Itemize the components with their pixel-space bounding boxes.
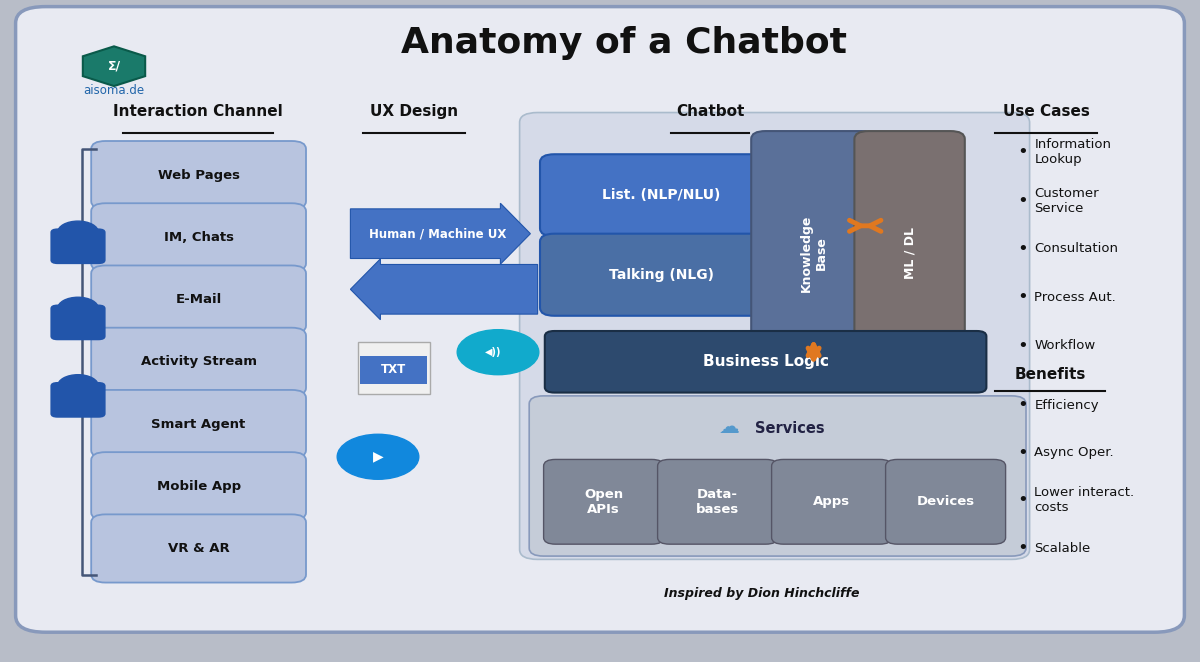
Text: Business Logic: Business Logic <box>703 354 829 369</box>
Text: VR & AR: VR & AR <box>168 542 229 555</box>
Text: aisoma.de: aisoma.de <box>84 83 144 97</box>
FancyBboxPatch shape <box>854 131 965 375</box>
Text: Smart Agent: Smart Agent <box>151 418 246 430</box>
FancyBboxPatch shape <box>91 452 306 520</box>
FancyArrow shape <box>768 245 838 305</box>
Text: ML / DL: ML / DL <box>904 227 916 279</box>
FancyBboxPatch shape <box>540 154 782 236</box>
Text: •: • <box>1018 288 1028 307</box>
Text: Mobile App: Mobile App <box>156 480 241 493</box>
Text: Chatbot: Chatbot <box>677 104 744 118</box>
Text: Customer
Service: Customer Service <box>1034 187 1099 214</box>
Text: Scalable: Scalable <box>1034 542 1091 555</box>
Circle shape <box>457 330 539 375</box>
FancyBboxPatch shape <box>658 459 778 544</box>
Text: Services: Services <box>755 422 824 436</box>
Text: UX Design: UX Design <box>370 104 458 118</box>
Text: TXT: TXT <box>380 363 407 376</box>
Text: E-Mail: E-Mail <box>175 293 222 306</box>
Text: Human / Machine UX: Human / Machine UX <box>370 227 506 240</box>
FancyBboxPatch shape <box>50 305 106 340</box>
Text: Lower interact.
costs: Lower interact. costs <box>1034 487 1134 514</box>
Text: IM, Chats: IM, Chats <box>163 231 234 244</box>
Text: Benefits: Benefits <box>1014 367 1086 381</box>
FancyArrow shape <box>350 203 530 264</box>
FancyBboxPatch shape <box>91 328 306 396</box>
FancyBboxPatch shape <box>360 356 427 384</box>
Text: Async Oper.: Async Oper. <box>1034 446 1114 459</box>
Text: Process Aut.: Process Aut. <box>1034 291 1116 304</box>
FancyBboxPatch shape <box>520 113 1030 559</box>
FancyBboxPatch shape <box>91 390 306 458</box>
Text: •: • <box>1018 240 1028 258</box>
Text: Interaction Channel: Interaction Channel <box>113 104 283 118</box>
Text: Anatomy of a Chatbot: Anatomy of a Chatbot <box>401 26 847 60</box>
Text: Σ/: Σ/ <box>108 60 120 73</box>
Text: List. (NLP/NLU): List. (NLP/NLU) <box>602 188 720 203</box>
FancyBboxPatch shape <box>50 228 106 264</box>
FancyBboxPatch shape <box>751 131 876 375</box>
Text: Knowledge
Base: Knowledge Base <box>799 214 828 292</box>
Text: Information
Lookup: Information Lookup <box>1034 138 1111 166</box>
FancyBboxPatch shape <box>91 514 306 583</box>
Text: Activity Stream: Activity Stream <box>140 355 257 368</box>
FancyBboxPatch shape <box>886 459 1006 544</box>
Text: ◀)): ◀)) <box>485 347 502 357</box>
FancyBboxPatch shape <box>540 234 782 316</box>
Text: •: • <box>1018 191 1028 210</box>
FancyBboxPatch shape <box>358 342 430 394</box>
FancyBboxPatch shape <box>545 331 986 393</box>
Text: Consultation: Consultation <box>1034 242 1118 256</box>
Circle shape <box>58 375 98 397</box>
Text: •: • <box>1018 396 1028 414</box>
FancyBboxPatch shape <box>91 141 306 209</box>
Text: Workflow: Workflow <box>1034 339 1096 352</box>
Text: Web Pages: Web Pages <box>157 169 240 181</box>
Text: Open
APIs: Open APIs <box>584 488 623 516</box>
Text: Efficiency: Efficiency <box>1034 399 1099 412</box>
FancyArrow shape <box>768 166 818 225</box>
Circle shape <box>58 297 98 320</box>
Text: Inspired by Dion Hinchcliffe: Inspired by Dion Hinchcliffe <box>665 587 859 600</box>
FancyBboxPatch shape <box>50 382 106 418</box>
FancyBboxPatch shape <box>16 7 1184 632</box>
Text: Devices: Devices <box>917 495 974 508</box>
Circle shape <box>58 221 98 244</box>
FancyArrow shape <box>350 259 538 320</box>
Text: ☁: ☁ <box>719 417 740 437</box>
Text: •: • <box>1018 491 1028 510</box>
Text: •: • <box>1018 444 1028 462</box>
Text: ▶: ▶ <box>373 449 383 464</box>
Text: Apps: Apps <box>814 495 850 508</box>
FancyBboxPatch shape <box>91 265 306 334</box>
Circle shape <box>337 434 419 479</box>
Text: Data-
bases: Data- bases <box>696 488 739 516</box>
Text: Use Cases: Use Cases <box>1003 104 1090 118</box>
FancyBboxPatch shape <box>529 396 1026 556</box>
FancyBboxPatch shape <box>772 459 892 544</box>
Text: •: • <box>1018 143 1028 162</box>
FancyBboxPatch shape <box>544 459 664 544</box>
Text: Talking (NLG): Talking (NLG) <box>608 267 714 282</box>
FancyBboxPatch shape <box>91 203 306 271</box>
Text: •: • <box>1018 336 1028 355</box>
Text: •: • <box>1018 539 1028 557</box>
